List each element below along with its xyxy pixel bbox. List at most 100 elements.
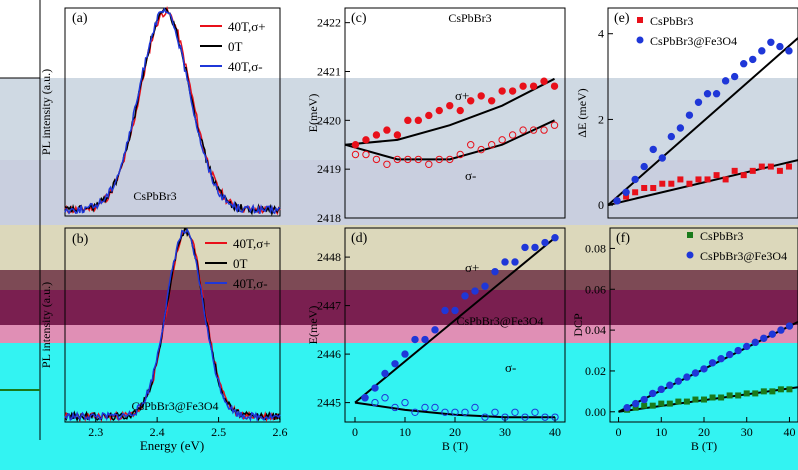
- data-point-1-3: [391, 403, 399, 412]
- data-point-1-2: [372, 155, 381, 164]
- data-point-0-14: [740, 172, 747, 179]
- plot-frame: [344, 7, 566, 219]
- plot-frame: [64, 7, 281, 217]
- data-point-1-4: [401, 398, 409, 407]
- data-point-0-17: [767, 163, 774, 170]
- data-point-1-13: [491, 408, 499, 416]
- data-point-0-18: [541, 238, 549, 247]
- data-point-1-5: [658, 154, 666, 162]
- data-point-1-5: [666, 381, 674, 389]
- y-tick-label-0: 0: [598, 198, 604, 212]
- data-point-1-9: [700, 365, 708, 373]
- fit-line-1: [607, 37, 798, 206]
- data-point-0-17: [529, 82, 538, 90]
- y-tick-label-3: 2448: [317, 250, 341, 264]
- data-point-0-16: [760, 388, 767, 395]
- data-point-1-1: [631, 399, 640, 408]
- x-tick-label-2: 20: [449, 425, 461, 439]
- data-point-1-10: [456, 150, 464, 159]
- data-point-1-15: [508, 131, 517, 139]
- data-point-1-4: [657, 385, 665, 394]
- data-point-0-17: [531, 243, 539, 252]
- data-point-0-6: [668, 180, 675, 187]
- legend-text-0: CsPbBr3: [700, 229, 743, 243]
- plot-frame: [64, 227, 281, 423]
- data-point-0-13: [735, 392, 742, 399]
- data-point-0-12: [726, 392, 733, 399]
- data-point-1-9: [694, 98, 703, 106]
- x-tick-label-0: 0: [616, 425, 622, 439]
- data-point-1-14: [743, 342, 751, 351]
- data-point-0-6: [421, 335, 429, 344]
- data-point-1-2: [631, 175, 639, 184]
- data-point-1-12: [725, 350, 734, 359]
- data-point-1-0: [623, 404, 631, 412]
- data-point-0-19: [551, 234, 559, 242]
- data-point-0-10: [704, 176, 711, 183]
- data-point-0-14: [743, 390, 750, 397]
- data-point-1-14: [498, 136, 506, 144]
- data-point-1-18: [540, 126, 548, 134]
- data-point-1-4: [393, 155, 402, 164]
- x-axis-label: Energy (eV): [140, 438, 204, 453]
- data-point-1-10: [708, 359, 717, 367]
- data-point-1-14: [740, 60, 748, 68]
- y-axis-label: PL intensity (a.u.): [39, 69, 53, 155]
- data-point-1-17: [768, 330, 777, 338]
- panel-title: CsPbBr3@Fe3O4: [456, 314, 543, 328]
- panel-label: (f): [616, 231, 630, 246]
- data-point-1-3: [383, 160, 391, 168]
- data-point-1-19: [550, 121, 559, 129]
- data-point-0-8: [686, 180, 693, 187]
- legend-text-0: 40T,σ+: [228, 19, 266, 34]
- data-point-0-2: [372, 131, 381, 139]
- data-point-1-1: [371, 398, 379, 407]
- data-point-1-8: [441, 408, 449, 416]
- data-point-1-11: [467, 141, 475, 149]
- y-tick-label-0: 2418: [317, 211, 341, 225]
- data-point-0-14: [498, 87, 506, 95]
- data-point-0-18: [777, 386, 784, 393]
- data-point-0-4: [393, 131, 402, 139]
- data-point-0-3: [649, 402, 656, 409]
- data-point-0-19: [785, 163, 792, 170]
- panel-c-cspbbr3-energy: 2418 2419 2420 2421 2422 (c) E(meV) CsPbBr3 σ+ σ-: [306, 7, 566, 225]
- left-clipped-panel: [0, 0, 41, 440]
- curve-label-sigma-plus: σ+: [455, 88, 469, 103]
- data-point-0-13: [491, 267, 499, 276]
- x-tick-label-2: 20: [698, 425, 710, 439]
- data-point-1-19: [785, 322, 794, 330]
- data-point-0-1: [371, 384, 379, 392]
- data-point-0-9: [695, 176, 702, 183]
- data-point-0-16: [521, 243, 529, 252]
- data-point-1-7: [676, 124, 685, 132]
- legend-marker-1: [686, 251, 694, 259]
- data-point-1-6: [421, 403, 429, 412]
- data-point-0-3: [383, 126, 391, 134]
- legend-text-2: 40T,σ-: [228, 59, 263, 74]
- band-maroon: [0, 290, 798, 325]
- data-point-1-5: [411, 408, 419, 416]
- x-tick-label-3: 30: [741, 425, 753, 439]
- panel-label: (b): [72, 232, 89, 247]
- panel-f-dcp: 0.00 0.02 0.04 0.06 0.08 0 10 20 30 40 (f) DCP B (T)…: [571, 227, 798, 453]
- legend-text-1: CsPbBr3@Fe3O4: [700, 249, 787, 263]
- x-tick-label-3: 2.6: [273, 425, 288, 439]
- data-point-1-12: [481, 413, 489, 421]
- data-point-0-3: [391, 360, 399, 368]
- data-point-1-6: [674, 377, 683, 385]
- x-tick-label-0: 0: [352, 425, 358, 439]
- data-point-0-4: [658, 400, 665, 407]
- data-point-0-10: [461, 292, 469, 300]
- panel-label: (a): [72, 11, 88, 26]
- x-tick-label-3: 30: [499, 425, 511, 439]
- data-point-1-16: [521, 413, 529, 421]
- y-tick-label-4: 2422: [317, 16, 341, 30]
- y-tick-label-3: 0.06: [585, 282, 606, 296]
- data-point-1-15: [749, 55, 757, 64]
- data-point-0-12: [477, 92, 485, 100]
- data-point-1-16: [760, 334, 768, 342]
- band-blue-gray: [0, 78, 798, 160]
- data-point-0-8: [692, 396, 699, 403]
